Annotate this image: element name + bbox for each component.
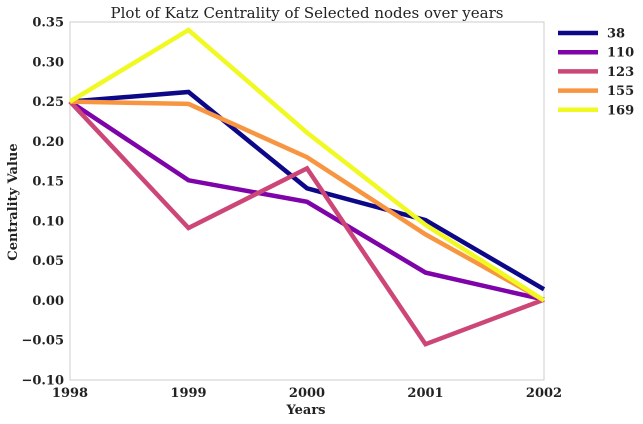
y-axis: −0.10 −0.05 0.00 0.05 0.10 0.15 0.20 0.25 0.30 0.… bbox=[21, 16, 64, 389]
y-tick-label: 0.10 bbox=[32, 214, 64, 229]
y-tick-label: 0.30 bbox=[32, 55, 64, 70]
y-tick-label: 0.00 bbox=[32, 294, 64, 309]
y-tick-label: −0.05 bbox=[21, 334, 64, 349]
x-tick-label: 2002 bbox=[526, 386, 562, 401]
series-line-38 bbox=[69, 89, 546, 292]
x-tick-label: 1998 bbox=[52, 386, 88, 401]
series-line-169 bbox=[68, 27, 546, 303]
y-tick-label: 0.35 bbox=[32, 16, 64, 31]
series-line-110 bbox=[68, 99, 545, 302]
series-line-155 bbox=[69, 99, 546, 303]
chart-title: Plot of Katz Centrality of Selected node… bbox=[111, 4, 504, 22]
legend-label: 169 bbox=[607, 103, 634, 118]
y-tick-label: 0.05 bbox=[32, 254, 64, 269]
y-tick-label: −0.10 bbox=[21, 374, 64, 389]
x-axis-label: Years bbox=[285, 403, 325, 418]
y-tick-label: 0.20 bbox=[32, 135, 64, 150]
x-tick-label: 2001 bbox=[407, 386, 443, 401]
x-tick-label: 2000 bbox=[289, 386, 325, 401]
legend: 38 110 123 155 169 bbox=[558, 27, 634, 118]
series-lines bbox=[68, 27, 546, 347]
legend-label: 123 bbox=[607, 65, 634, 80]
y-tick-label: 0.15 bbox=[32, 175, 64, 190]
legend-label: 155 bbox=[607, 84, 634, 99]
x-tick-label: 1999 bbox=[170, 386, 206, 401]
legend-label: 110 bbox=[607, 46, 634, 61]
x-axis: 1998 1999 2000 2001 2002 bbox=[52, 386, 562, 401]
series-line-123 bbox=[68, 100, 545, 347]
y-axis-label: Centrality Value bbox=[6, 143, 21, 260]
y-tick-label: 0.25 bbox=[32, 95, 64, 110]
legend-label: 38 bbox=[607, 27, 625, 42]
plot-area-frame bbox=[69, 21, 545, 381]
